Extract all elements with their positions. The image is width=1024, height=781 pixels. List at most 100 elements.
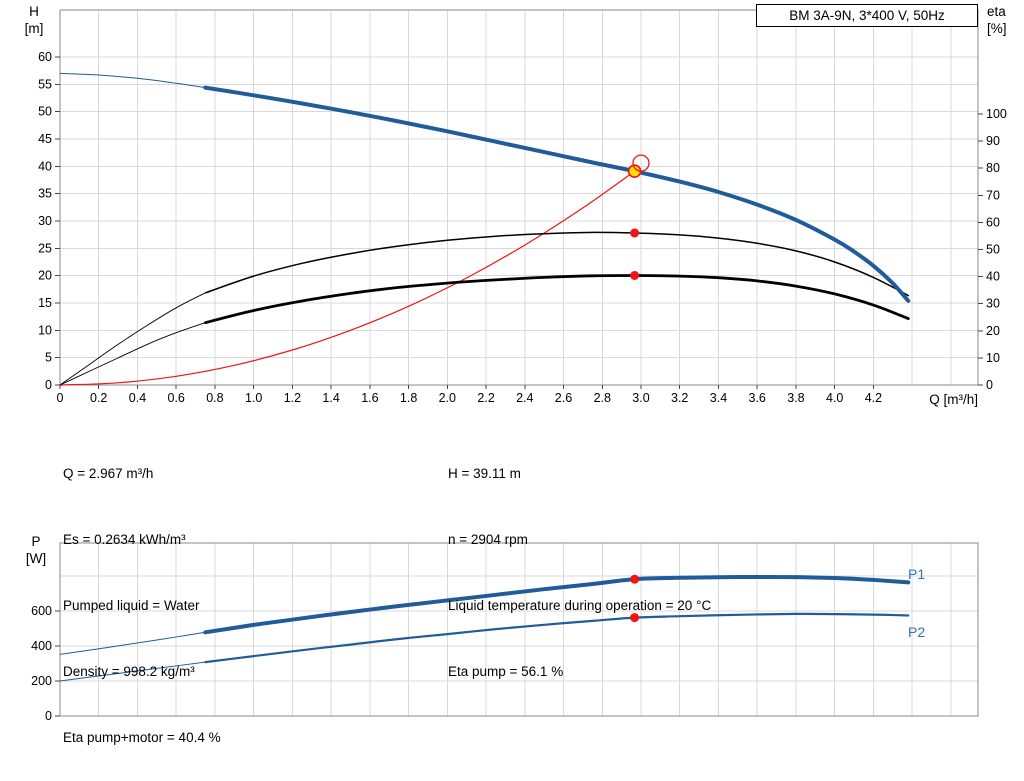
h-axis-title-symbol: H [29, 4, 39, 19]
h-tick-label: 60 [38, 50, 52, 64]
eta-tick-label: 0 [986, 378, 993, 392]
tick-marks [55, 56, 983, 389]
q-tick-label: 0.2 [90, 391, 107, 405]
curve-P2 [204, 612, 910, 664]
q-tick-label: 0 [57, 391, 64, 405]
h-tick-label: 25 [38, 241, 52, 255]
q-tick-label: 1.0 [245, 391, 262, 405]
h-tick-label: 15 [38, 296, 52, 310]
eta-tick-label: 100 [986, 107, 1007, 121]
curve-P1 [203, 574, 911, 635]
p-tick-label: 200 [31, 674, 52, 688]
p-tick-label: 0 [45, 709, 52, 723]
tick-labels: 0 200 400 600 [31, 604, 52, 723]
q-tick-label: 0.4 [129, 391, 146, 405]
eta-tick-label: 20 [986, 324, 1000, 338]
h-tick-label: 40 [38, 159, 52, 173]
hq-chart-svg: 0 5 10 15 20 25 30 35 40 45 50 55 60 0 10 20 30 40 50 60 70 8… [38, 9, 1007, 405]
value-marker [630, 228, 640, 238]
eta-tick-label: 10 [986, 351, 1000, 365]
q-tick-label: 0.6 [168, 391, 185, 405]
q-tick-label: 4.0 [826, 391, 843, 405]
p2-curve-label: P2 [908, 624, 926, 640]
duty-info-right: H = 39.11 m n = 2904 rpm Liquid temperat… [448, 419, 711, 727]
p-axis-title: P [W] [18, 533, 54, 567]
eta-tick-label: 80 [986, 161, 1000, 175]
info-line-temp: Liquid temperature during operation = 20… [448, 598, 712, 613]
eta-tick-label: 90 [986, 134, 1000, 148]
eta-tick-label: 60 [986, 215, 1000, 229]
q-tick-label: 1.2 [284, 391, 301, 405]
p-axis-title-symbol: P [31, 534, 41, 549]
info-line-eta-pump-motor: Eta pump+motor = 40.4 % [63, 730, 221, 745]
q-tick-label: 1.4 [322, 391, 339, 405]
value-marker [630, 271, 640, 280]
tick-marks [55, 610, 60, 717]
curve-H-curve-lead [59, 72, 206, 89]
eta-tick-label: 50 [986, 243, 1000, 257]
q-tick-label: 1.8 [400, 391, 417, 405]
q-axis-title: Q [m³/h] [929, 392, 978, 407]
value-marker [630, 574, 640, 584]
model-box: BM 3A-9N, 3*400 V, 50Hz [756, 4, 978, 27]
power-readout: P1 = 781.5 W P2 = 561.8 W [63, 734, 145, 781]
q-tick-label: 0.8 [206, 391, 223, 405]
h-tick-label: 5 [45, 351, 52, 365]
info-line-es: Es = 0.2634 kWh/m³ [63, 532, 186, 547]
eta-tick-label: 40 [986, 270, 1000, 284]
curve-eta-pump [204, 231, 910, 297]
curve-eta-pump-motor-lead [59, 322, 206, 386]
p-tick-label: 400 [31, 639, 52, 653]
h-tick-label: 50 [38, 105, 52, 119]
curve-P2-lead [59, 661, 206, 682]
q-tick-label: 2.4 [516, 391, 533, 405]
power-chart-svg: 0 200 400 600 [31, 542, 979, 723]
p-tick-label: 600 [31, 604, 52, 618]
eta-axis-title-symbol: eta [987, 4, 1006, 19]
duty-ring-marker [632, 154, 650, 172]
q-tick-label: 2.6 [555, 391, 572, 405]
info-line-liquid: Pumped liquid = Water [63, 598, 200, 613]
q-tick-label: 3.6 [749, 391, 766, 405]
h-axis-title-unit: [m] [24, 21, 44, 36]
q-tick-label: 2.0 [439, 391, 456, 405]
curve-eta-pump-motor [203, 274, 910, 325]
h-tick-label: 30 [38, 214, 52, 228]
q-tick-label: 3.4 [710, 391, 727, 405]
h-tick-label: 45 [38, 132, 52, 146]
q-tick-label: 3.0 [632, 391, 649, 405]
info-line-eta-pump: Eta pump = 56.1 % [448, 664, 564, 679]
info-line-h: H = 39.11 m [448, 466, 521, 481]
h-tick-label: 20 [38, 269, 52, 283]
gridlines [60, 10, 978, 385]
p1-curve-label: P1 [908, 566, 926, 582]
p-axis-title-unit: [W] [25, 551, 47, 566]
q-tick-label: 2.2 [477, 391, 494, 405]
info-line-q: Q = 2.967 m³/h [63, 466, 154, 481]
h-tick-label: 35 [38, 187, 52, 201]
q-tick-label: 3.2 [671, 391, 688, 405]
info-line-density: Density = 998.2 kg/m³ [63, 664, 195, 679]
value-marker [630, 613, 640, 623]
q-tick-label: 1.6 [361, 391, 378, 405]
h-tick-label: 10 [38, 323, 52, 337]
gridlines [60, 543, 978, 716]
q-tick-label: 4.2 [865, 391, 882, 405]
eta-tick-label: 30 [986, 297, 1000, 311]
curve-P1-lead [59, 631, 206, 655]
curve-eta-pump-lead [59, 292, 206, 386]
duty-info-left: Q = 2.967 m³/h Es = 0.2634 kWh/m³ Pumped… [63, 419, 221, 781]
eta-axis-title-unit: [%] [987, 21, 1007, 36]
info-line-n: n = 2904 rpm [448, 532, 528, 547]
eta-tick-label: 70 [986, 188, 1000, 202]
h-tick-label: 55 [38, 77, 52, 91]
eta-axis-title: eta [%] [987, 3, 1023, 37]
h-axis-title: H [m] [16, 3, 52, 37]
q-tick-label: 2.8 [594, 391, 611, 405]
tick-labels: 0 5 10 15 20 25 30 35 40 45 50 55 60 0 10 20 30 40 50 60 70 8… [38, 50, 1007, 405]
plot-frame [59, 542, 979, 717]
h-tick-label: 0 [45, 378, 52, 392]
q-tick-label: 3.8 [787, 391, 804, 405]
plot-frame [59, 9, 979, 386]
